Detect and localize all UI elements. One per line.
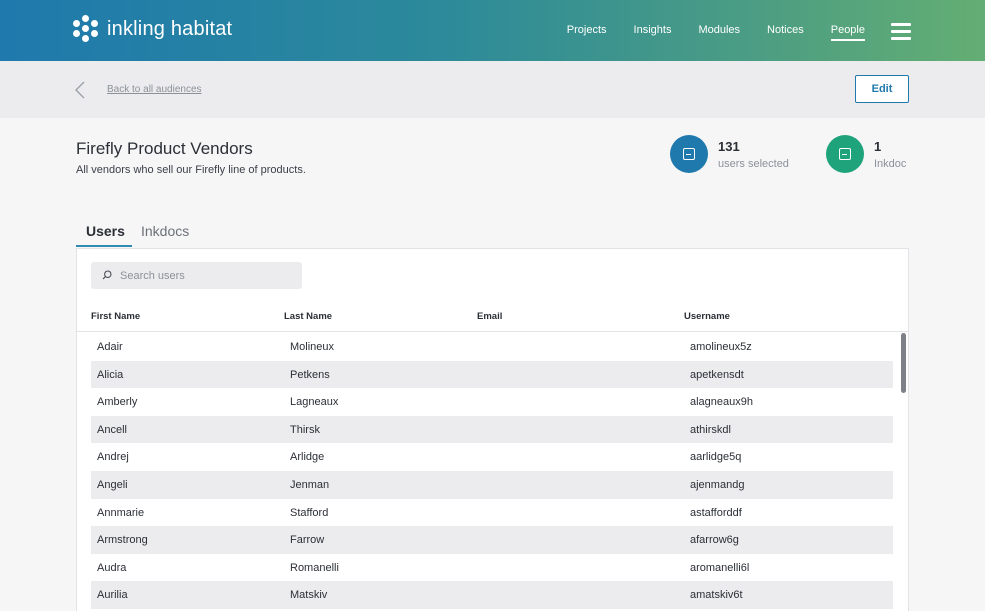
cell-username: alagneaux9h xyxy=(690,396,754,409)
header-divider xyxy=(77,331,908,332)
column-header-username[interactable]: Username xyxy=(684,311,730,322)
cell-username: amolineux5z xyxy=(690,341,752,353)
column-header-first-name[interactable]: First Name xyxy=(91,311,141,322)
main-nav: Projects Insights Modules Notices People xyxy=(567,24,865,41)
cell-first-name: Alicia xyxy=(97,368,124,381)
document-icon xyxy=(683,148,695,160)
brand-name: inkling habitat xyxy=(107,17,233,40)
cell-first-name: Adair xyxy=(97,341,123,353)
search-input[interactable] xyxy=(120,262,295,289)
cell-last-name: Petkens xyxy=(290,368,330,381)
top-navigation-bar: inkling habitat Projects Insights Module… xyxy=(0,0,985,61)
cell-username: aromanelli6l xyxy=(690,561,750,574)
cell-last-name: Lagneaux xyxy=(290,396,339,409)
inkdoc-count: 1 xyxy=(874,139,882,154)
users-table-body: Adair Molineux amolineux5z Alicia Petkens ap… xyxy=(91,333,893,609)
table-row[interactable]: Alicia Petkens apetkensdt xyxy=(91,360,893,389)
table-scrollbar[interactable] xyxy=(901,333,906,393)
table-row[interactable]: Annmarie Stafford astafforddf xyxy=(91,499,893,527)
users-selected-label: users selected xyxy=(718,158,789,170)
column-header-email[interactable]: Email xyxy=(477,311,503,322)
cell-last-name: Molineux xyxy=(290,341,335,353)
document-icon xyxy=(839,148,851,160)
stat-badge-inkdoc xyxy=(826,135,864,173)
cell-username: afarrow6g xyxy=(690,534,739,547)
inkdoc-stat: 1 Inkdoc xyxy=(826,135,909,173)
chevron-left-icon[interactable] xyxy=(72,80,88,100)
active-tab-indicator xyxy=(76,245,132,247)
table-row[interactable]: Audra Romanelli aromanelli6l xyxy=(91,554,893,582)
table-row[interactable]: Amberly Lagneaux alagneaux9h xyxy=(91,388,893,416)
tab-users[interactable]: Users xyxy=(86,223,125,239)
tab-inkdocs[interactable]: Inkdocs xyxy=(141,223,190,239)
cell-first-name: Audra xyxy=(97,561,127,574)
cell-username: athirskdl xyxy=(690,423,731,436)
cell-last-name: Farrow xyxy=(290,534,325,547)
subheader-bar xyxy=(0,61,985,118)
search-icon xyxy=(102,270,112,280)
cell-first-name: Angeli xyxy=(97,478,128,491)
table-row[interactable]: Andrej Arlidge aarlidge5q xyxy=(91,443,893,471)
page-title: Firefly Product Vendors xyxy=(76,139,253,158)
brand-logo[interactable]: inkling habitat xyxy=(72,15,232,43)
column-header-last-name[interactable]: Last Name xyxy=(284,311,333,322)
nav-item-modules[interactable]: Modules xyxy=(698,24,741,36)
table-row[interactable]: Ancell Thirsk athirskdl xyxy=(91,415,893,444)
cell-first-name: Ancell xyxy=(97,423,127,436)
cell-username: ajenmandg xyxy=(690,478,745,491)
cell-last-name: Stafford xyxy=(290,506,329,519)
edit-button[interactable]: Edit xyxy=(855,75,909,103)
nav-item-people[interactable]: People xyxy=(830,24,865,41)
stat-badge-users xyxy=(670,135,708,173)
table-row[interactable]: Aurilia Matskiv amatskiv6t xyxy=(91,581,893,609)
nav-item-notices[interactable]: Notices xyxy=(767,24,804,36)
table-row[interactable]: Angeli Jenman ajenmandg xyxy=(91,470,893,499)
table-row[interactable]: Adair Molineux amolineux5z xyxy=(91,333,893,361)
cell-last-name: Romanelli xyxy=(290,561,339,574)
cell-first-name: Aurilia xyxy=(97,589,128,602)
page-description: All vendors who sell our Firefly line of… xyxy=(76,164,306,176)
cell-last-name: Matskiv xyxy=(290,589,328,602)
cell-first-name: Annmarie xyxy=(97,506,145,519)
cell-first-name: Amberly xyxy=(97,396,138,409)
hamburger-menu-icon[interactable] xyxy=(891,23,911,40)
cell-last-name: Jenman xyxy=(290,478,330,491)
inkdoc-label: Inkdoc xyxy=(874,158,907,170)
nav-item-insights[interactable]: Insights xyxy=(633,24,672,36)
logo-dots-icon xyxy=(72,15,100,43)
cell-last-name: Arlidge xyxy=(290,451,325,464)
cell-username: aarlidge5q xyxy=(690,451,742,464)
cell-first-name: Andrej xyxy=(97,451,129,464)
cell-username: apetkensdt xyxy=(690,368,744,381)
users-selected-count: 131 xyxy=(718,139,740,154)
table-row[interactable]: Armstrong Farrow afarrow6g xyxy=(91,526,893,554)
cell-first-name: Armstrong xyxy=(97,534,148,547)
users-selected-stat: 131 users selected xyxy=(670,135,789,173)
nav-item-projects[interactable]: Projects xyxy=(566,24,607,36)
cell-username: astafforddf xyxy=(690,506,742,519)
cell-last-name: Thirsk xyxy=(290,423,320,436)
cell-username: amatskiv6t xyxy=(690,589,743,602)
search-box[interactable] xyxy=(91,262,302,289)
back-to-audiences-link[interactable]: Back to all audiences xyxy=(107,84,202,95)
